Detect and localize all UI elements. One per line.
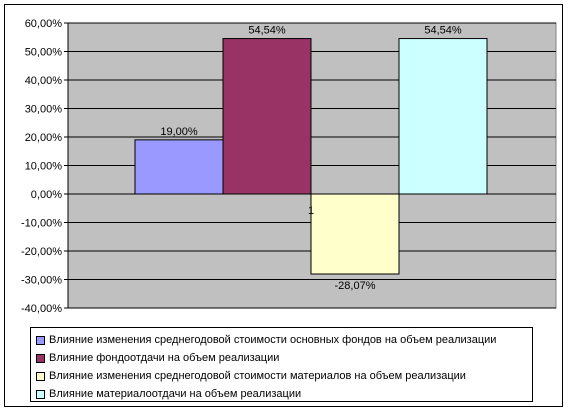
legend-item: Влияние материалоотдачи на объем реализа…: [36, 385, 532, 403]
x-tick-label: 1: [308, 205, 314, 217]
data-label: 54,54%: [248, 25, 286, 37]
legend-item: Влияние фондоотдачи на объем реализации: [36, 349, 532, 367]
legend-swatch: [36, 389, 45, 399]
legend-swatch: [36, 353, 45, 363]
data-label: -28,07%: [335, 280, 376, 292]
y-tick-label: 60,00%: [25, 18, 63, 30]
y-tick-label: 40,00%: [25, 75, 63, 87]
y-tick-label: -20,00%: [21, 246, 62, 258]
bar: [222, 38, 312, 195]
bar: [310, 193, 400, 275]
legend-label: Влияние изменения среднегодовой стоимост…: [49, 370, 466, 382]
y-tick-label: 50,00%: [25, 47, 63, 59]
y-tick-label: 0,00%: [31, 189, 62, 201]
y-tick-label: -30,00%: [21, 275, 62, 287]
y-tick-label: -10,00%: [21, 218, 62, 230]
bar: [398, 38, 488, 195]
legend-swatch: [36, 335, 45, 345]
legend-item: Влияние изменения среднегодовой стоимост…: [36, 331, 532, 349]
legend-label: Влияние материалоотдачи на объем реализа…: [49, 388, 302, 400]
legend-swatch: [36, 371, 45, 381]
legend-label: Влияние фондоотдачи на объем реализации: [49, 352, 280, 364]
y-tick-label: 20,00%: [25, 132, 63, 144]
y-tick-label: -40,00%: [21, 303, 62, 315]
legend-label: Влияние изменения среднегодовой стоимост…: [49, 334, 497, 346]
chart-legend: Влияние изменения среднегодовой стоимост…: [30, 327, 533, 402]
bar: [134, 139, 224, 195]
y-tick-label: 10,00%: [25, 161, 63, 173]
legend-item: Влияние изменения среднегодовой стоимост…: [36, 367, 532, 385]
data-label: 54,54%: [424, 25, 462, 37]
data-label: 19,00%: [160, 126, 198, 138]
y-tick-label: 30,00%: [25, 104, 63, 116]
